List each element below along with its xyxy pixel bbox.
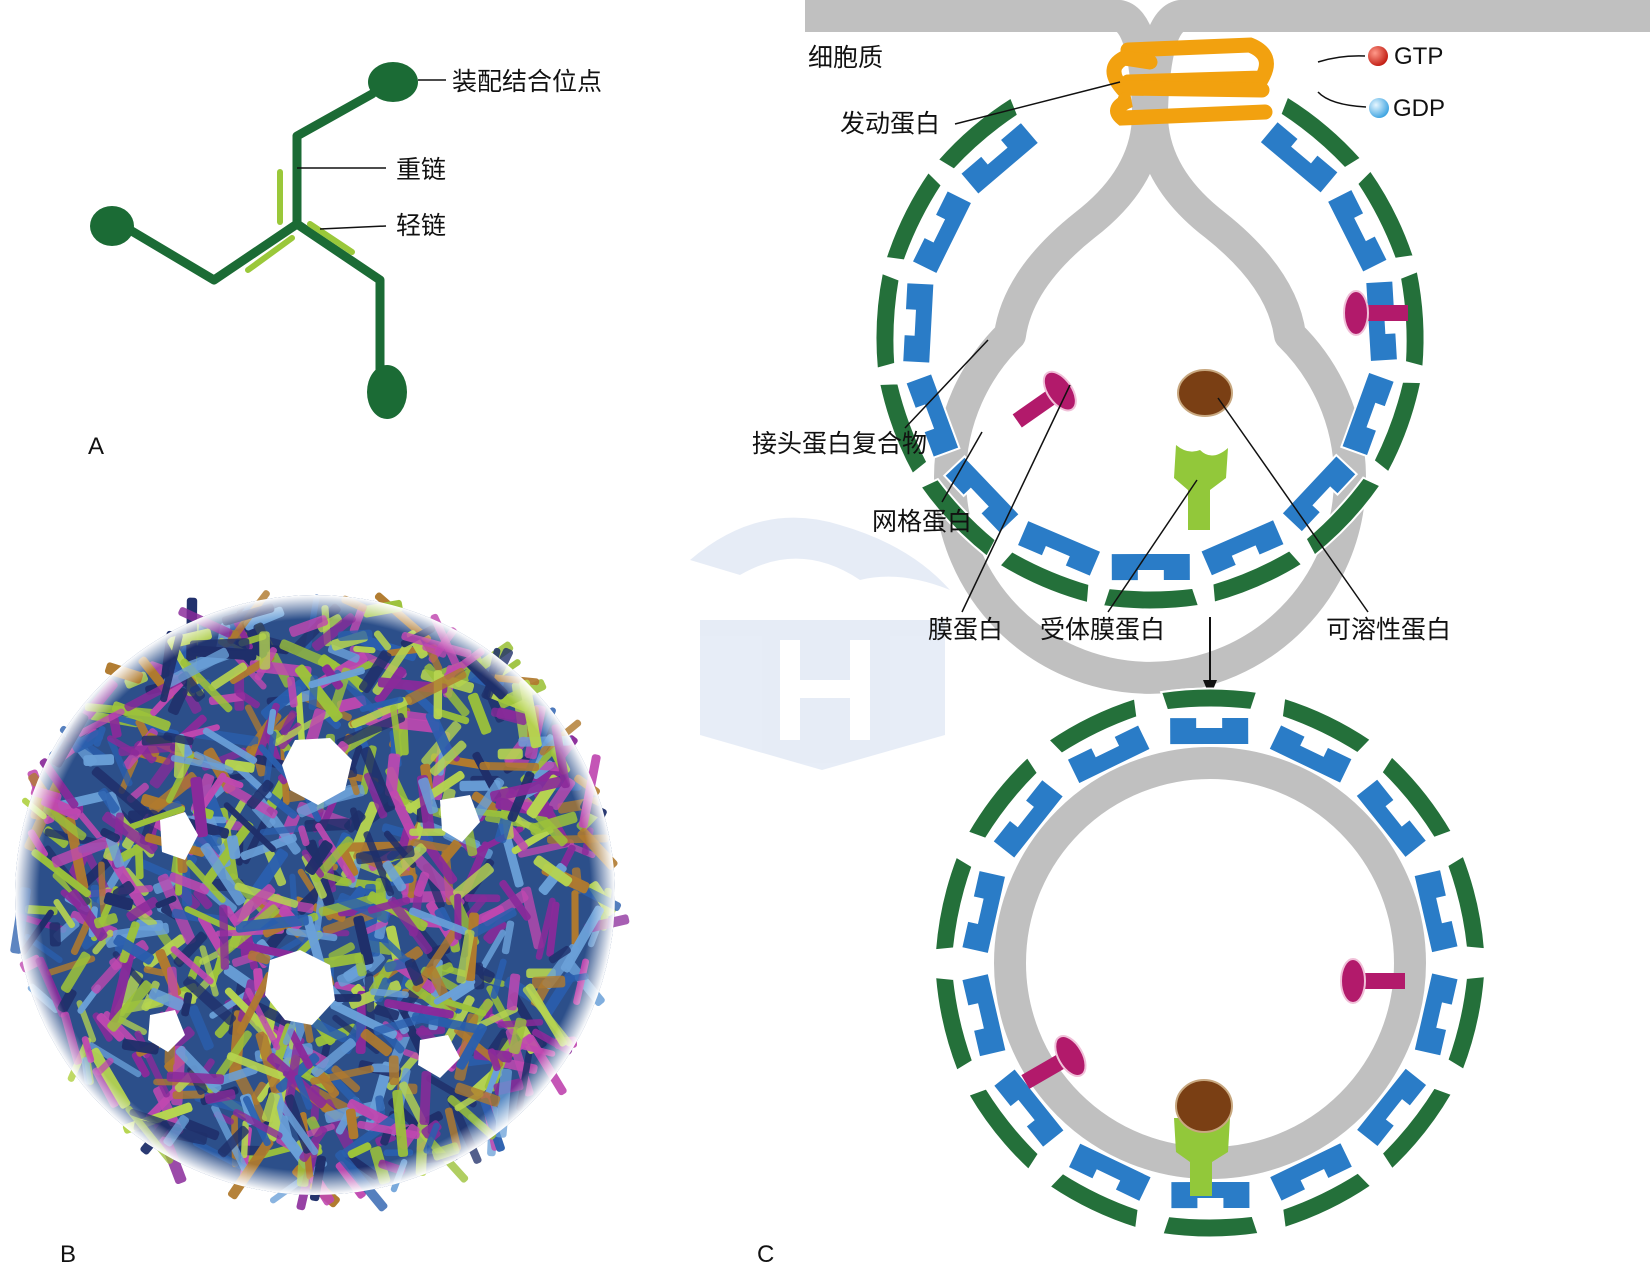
adaptor-block — [1364, 279, 1400, 364]
receptor-protein-bud — [1174, 445, 1228, 530]
panel-c-diagram: GTP GDP — [752, 0, 1650, 1239]
triskelion-diagram: 装配结合位点 重链 轻链 — [90, 62, 602, 419]
adaptor-block — [1412, 971, 1460, 1058]
adaptor-block — [990, 777, 1066, 861]
adaptor-block — [1280, 453, 1359, 534]
clathrin-cage-model — [10, 590, 630, 1212]
clathrin-segment — [1280, 696, 1373, 755]
clathrin-segment — [1048, 1171, 1140, 1230]
adaptor-block — [910, 188, 974, 276]
membrane-protein-left-vesicle — [1021, 1035, 1087, 1089]
clathrin-segment — [936, 96, 1020, 171]
clathrin-label: 网格蛋白 — [872, 507, 972, 536]
adaptor-block — [1412, 867, 1460, 955]
clathrin-segment — [1304, 476, 1382, 558]
soluble-protein-bud — [1177, 369, 1233, 417]
membrane-protein-left-bud — [1012, 370, 1077, 428]
bud-adaptor-complexes — [901, 119, 1400, 583]
adaptor-block — [942, 454, 1022, 536]
vesicle-clathrin-coat — [933, 687, 1487, 1239]
adaptor-block — [1354, 1065, 1429, 1149]
adaptor-block — [901, 281, 936, 365]
adaptor-block — [1066, 1140, 1154, 1204]
clathrin-segment — [1398, 269, 1426, 369]
clathrin-segment — [1279, 95, 1363, 170]
gtp-label: GTP — [1394, 43, 1443, 70]
vesicle-adaptor-complexes — [960, 715, 1460, 1211]
heavy-chain-label: 重链 — [396, 155, 446, 184]
adaptor-block — [904, 371, 961, 460]
clathrin-segment — [1281, 1171, 1373, 1230]
membrane-protein-right-bud — [1343, 290, 1408, 336]
membrane-protein-right-vesicle — [1340, 958, 1405, 1004]
panel-a-label: A — [88, 433, 104, 460]
cytoplasm-label: 细胞质 — [808, 43, 883, 72]
clathrin-segment — [1372, 380, 1423, 474]
adaptor-block — [1168, 715, 1251, 747]
clathrin-segment — [1355, 168, 1416, 260]
adaptor-block — [1267, 722, 1355, 786]
adaptor-complex-label: 接头蛋白复合物 — [752, 429, 927, 458]
light-chain-label: 轻链 — [396, 211, 446, 240]
clathrin-segment — [1046, 696, 1139, 756]
panel-b-label: B — [60, 1241, 76, 1266]
receptor-protein-vesicle — [1174, 1118, 1230, 1196]
clathrin-segment — [1101, 586, 1201, 611]
light-chain-marks — [245, 169, 355, 273]
panel-c-label: C — [757, 1241, 774, 1266]
publisher-watermark-logo — [690, 517, 950, 770]
adaptor-block — [1065, 722, 1153, 786]
clathrin-segment — [1380, 754, 1454, 840]
adaptor-block — [1353, 776, 1429, 860]
dynamin-label: 发动蛋白 — [840, 109, 940, 138]
adaptor-block — [1015, 518, 1103, 579]
clathrin-segment — [1446, 975, 1487, 1072]
heavy-chain-legs — [125, 89, 385, 383]
membrane-protein-label: 膜蛋白 — [928, 615, 1003, 644]
terminal-domains — [90, 62, 418, 419]
adaptor-block — [960, 971, 1008, 1059]
adaptor-block — [958, 120, 1041, 197]
gdp-label: GDP — [1393, 95, 1445, 122]
adaptor-block — [1325, 187, 1390, 275]
clathrin-segment — [933, 855, 974, 952]
adaptor-block — [1198, 517, 1287, 578]
clathrin-segment — [934, 976, 975, 1073]
clathrin-segment — [877, 382, 929, 476]
adaptor-block — [1340, 370, 1397, 458]
adaptor-block — [960, 868, 1008, 956]
clathrin-segment — [1211, 549, 1304, 604]
dynamin-collar — [1106, 37, 1274, 126]
clathrin-segment — [1446, 854, 1486, 951]
clathrin-segment — [966, 755, 1040, 841]
clathrin-segment — [1159, 687, 1259, 712]
clathrin-segment — [874, 271, 901, 371]
gtp-icon — [1368, 46, 1388, 66]
clathrin-segment — [966, 1087, 1041, 1172]
receptor-protein-label: 受体膜蛋白 — [1040, 615, 1165, 644]
clathrin-segment — [997, 549, 1091, 605]
clathrin-segment — [884, 170, 944, 262]
adaptor-block — [1109, 551, 1192, 583]
clathrin-segment — [919, 477, 998, 559]
adaptor-block — [991, 1066, 1067, 1150]
adaptor-block — [1258, 119, 1341, 196]
plasma-membrane — [805, 0, 1650, 694]
clathrin-segment — [1161, 1214, 1260, 1239]
adaptor-block — [1267, 1140, 1355, 1204]
assembly-site-label: 装配结合位点 — [452, 67, 602, 96]
soluble-protein-label: 可溶性蛋白 — [1326, 615, 1451, 644]
bud-clathrin-coat — [874, 95, 1426, 611]
gdp-icon — [1369, 98, 1389, 118]
clathrin-segment — [1380, 1086, 1454, 1171]
soluble-protein-vesicle — [1175, 1079, 1233, 1133]
